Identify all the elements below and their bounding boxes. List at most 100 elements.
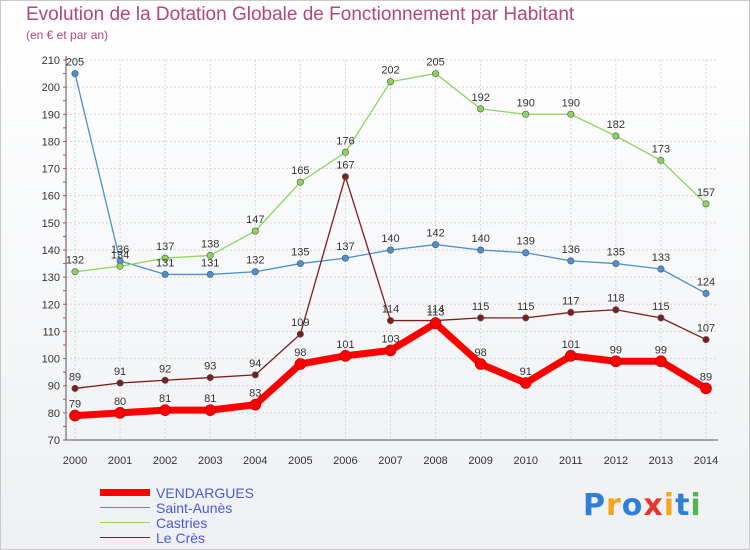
data-point-saint-aun-s (386, 246, 394, 254)
data-point-saint-aun-s (71, 70, 79, 78)
logo-letter: t (675, 488, 691, 523)
data-point-saint-aun-s (522, 249, 530, 257)
data-point-castries (161, 254, 169, 262)
y-tick-label: 210 (42, 55, 60, 67)
x-tick-label: 2009 (468, 455, 492, 467)
data-label-le-cr-s: 89 (69, 371, 81, 383)
data-label-saint-aun-s: 133 (652, 252, 670, 264)
data-point-castries (432, 70, 440, 78)
legend-label: Le Crès (156, 529, 206, 546)
x-tick-label: 2003 (198, 455, 222, 467)
data-label-le-cr-s: 115 (652, 301, 670, 313)
data-point-le-cr-s (612, 306, 620, 314)
x-tick-label: 2004 (243, 455, 267, 467)
data-point-saint-aun-s (161, 270, 169, 278)
data-point-le-cr-s (296, 330, 304, 338)
data-label-saint-aun-s: 140 (471, 233, 489, 245)
data-label-le-cr-s: 167 (336, 160, 354, 172)
data-point-le-cr-s (657, 314, 665, 322)
data-label-saint-aun-s: 131 (156, 257, 174, 269)
legend-item-castries: Castries (100, 515, 254, 531)
data-label-castries: 173 (652, 143, 670, 155)
x-tick-label: 2007 (378, 455, 402, 467)
x-tick-label: 2011 (559, 455, 583, 467)
data-label-saint-aun-s: 139 (517, 236, 535, 248)
data-point-vendargues (114, 407, 126, 419)
data-point-castries (567, 110, 575, 118)
data-label-saint-aun-s: 124 (697, 276, 715, 288)
data-label-castries: 190 (517, 97, 535, 109)
data-point-castries (206, 251, 214, 259)
logo-letter: r (606, 488, 622, 523)
data-point-vendargues (69, 409, 81, 422)
chart-subtitle: (en € et par an) (26, 28, 109, 42)
x-tick-label: 2012 (604, 455, 628, 467)
y-tick-label: 140 (42, 245, 60, 257)
data-label-castries: 192 (471, 92, 489, 104)
axes (63, 56, 718, 441)
data-label-vendargues: 81 (204, 393, 216, 405)
data-label-vendargues: 99 (610, 344, 622, 356)
data-point-saint-aun-s (612, 260, 620, 268)
x-tick-label: 2002 (153, 455, 177, 467)
y-tick-label: 130 (42, 272, 60, 284)
data-label-castries: 157 (697, 187, 715, 199)
data-label-vendargues: 91 (520, 366, 532, 378)
data-point-le-cr-s (71, 384, 79, 392)
data-point-le-cr-s (161, 376, 169, 384)
logo-letter: i (663, 488, 676, 523)
data-point-castries (116, 262, 124, 270)
data-label-le-cr-s: 117 (562, 295, 580, 307)
y-tick-label: 120 (42, 299, 60, 311)
legend-label: VENDARGUES (156, 484, 255, 501)
logo-letter: x (643, 488, 664, 523)
legend-swatch (100, 521, 150, 524)
data-point-le-cr-s (477, 314, 485, 322)
chart-title: Evolution de la Dotation Globale de Fonc… (26, 4, 575, 25)
data-label-le-cr-s: 107 (697, 323, 715, 335)
x-tick-label: 2008 (423, 455, 447, 467)
y-tick-label: 110 (42, 326, 60, 338)
data-label-vendargues: 101 (562, 339, 580, 351)
data-point-saint-aun-s (477, 246, 485, 254)
data-label-vendargues: 81 (159, 393, 171, 405)
data-label-castries: 176 (336, 135, 354, 147)
data-label-le-cr-s: 109 (291, 317, 309, 329)
data-point-saint-aun-s (657, 265, 665, 273)
data-point-le-cr-s (702, 336, 710, 344)
data-label-le-cr-s: 114 (427, 304, 445, 316)
data-label-vendargues: 89 (700, 371, 712, 383)
data-label-castries: 190 (562, 97, 580, 109)
data-point-castries (702, 200, 710, 208)
data-label-saint-aun-s: 135 (607, 247, 625, 259)
data-label-saint-aun-s: 135 (291, 247, 309, 259)
data-labels: 205 136 131 131 132 135 137 140 142 140 139 136 135 1… (66, 57, 715, 411)
data-label-saint-aun-s: 136 (562, 244, 580, 256)
data-label-vendargues: 101 (336, 339, 354, 351)
data-point-castries (522, 110, 530, 118)
data-label-castries: 182 (607, 119, 625, 131)
data-label-saint-aun-s: 142 (426, 228, 444, 240)
data-point-castries (296, 178, 304, 186)
legend-swatch (100, 489, 150, 496)
data-point-vendargues (519, 377, 532, 389)
data-point-castries (251, 227, 259, 235)
y-tick-label: 70 (48, 435, 60, 447)
y-tick-label: 180 (42, 136, 60, 148)
data-point-vendargues (384, 344, 397, 357)
data-point-castries (71, 268, 79, 276)
y-tick-labels: 70 80 90 100 110 120 130 140 150 160 170 180 190 200 2… (42, 55, 60, 447)
data-point-le-cr-s (116, 379, 124, 387)
legend-label: Saint-Aunès (156, 499, 233, 516)
y-tick-label: 200 (42, 82, 60, 94)
data-label-le-cr-s: 114 (382, 304, 400, 316)
y-tick-label: 160 (42, 191, 60, 203)
data-point-saint-aun-s (567, 257, 575, 265)
legend-item-saint-aun-s: Saint-Aunès (100, 499, 254, 516)
legend-item-vendargues: VENDARGUES (100, 484, 255, 501)
series-lines (69, 70, 712, 422)
data-point-saint-aun-s (432, 241, 440, 249)
data-point-castries (386, 78, 394, 86)
data-point-le-cr-s (341, 173, 349, 181)
